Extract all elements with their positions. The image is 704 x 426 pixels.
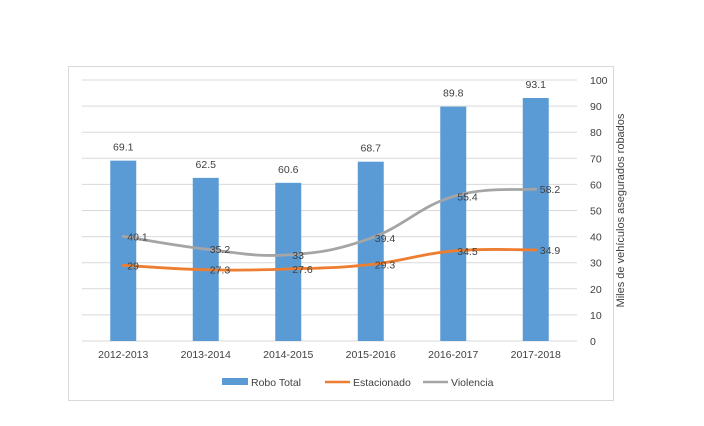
line-data-label: 35.2 <box>210 244 231 256</box>
line-data-label: 55.4 <box>457 191 478 203</box>
line-data-label: 29.3 <box>375 260 396 272</box>
bar-data-label: 89.8 <box>443 88 464 100</box>
line-data-label: 39.4 <box>375 233 396 245</box>
y-axis-label: Miles de vehículos asegurados robados <box>615 113 627 307</box>
legend-label: Violencia <box>451 377 494 389</box>
legend-label: Robo Total <box>251 377 301 389</box>
y-tick-label: 0 <box>590 336 596 348</box>
bar-data-label: 93.1 <box>526 79 547 91</box>
x-tick-label: 2014-2015 <box>263 349 313 361</box>
line-series <box>121 187 538 272</box>
x-tick-label: 2016-2017 <box>428 349 478 361</box>
legend-swatch <box>222 378 248 385</box>
legend[interactable]: Robo Total Estacionado Violencia <box>222 377 494 389</box>
line-estacionado[interactable] <box>121 247 538 272</box>
line-data-label: 27.6 <box>292 264 313 276</box>
y-tick-label: 60 <box>590 179 602 191</box>
bar[interactable] <box>357 161 384 341</box>
line-data-label: 40.1 <box>127 231 148 243</box>
line-data-label: 58.2 <box>540 184 561 196</box>
bar[interactable] <box>192 177 219 341</box>
bar-data-label: 69.1 <box>113 142 134 154</box>
line-data-label: 34.5 <box>457 246 478 258</box>
y-tick-label: 90 <box>590 101 602 113</box>
y-tick-label: 30 <box>590 258 602 270</box>
x-tick-label: 2012-2013 <box>98 349 148 361</box>
bar-data-label: 62.5 <box>196 159 217 171</box>
y-tick-label: 100 <box>590 75 608 87</box>
line-data-label: 29 <box>127 260 139 272</box>
bar[interactable] <box>522 98 549 341</box>
y-tick-label: 80 <box>590 127 602 139</box>
line-violencia[interactable] <box>121 187 538 257</box>
y-tick-label: 50 <box>590 206 602 218</box>
bar[interactable] <box>110 160 137 341</box>
y-tick-label: 70 <box>590 153 602 165</box>
legend-label: Estacionado <box>353 377 411 389</box>
bar-data-label: 68.7 <box>361 143 382 155</box>
x-tick-label: 2015-2016 <box>346 349 396 361</box>
y-tick-label: 40 <box>590 232 602 244</box>
y-axis-ticks: 0 10 20 30 40 50 60 70 80 90 100 <box>590 75 608 348</box>
y-tick-label: 10 <box>590 310 602 322</box>
x-axis-ticks: 2012-2013 2013-2014 2014-2015 2015-2016 2016… <box>98 349 561 361</box>
x-tick-label: 2017-2018 <box>511 349 561 361</box>
bar-data-label: 60.6 <box>278 164 299 176</box>
data-labels: 69.1 62.5 60.6 68.7 89.8 93.1 29 27.3 27.6 29.3 34… <box>113 79 560 277</box>
x-tick-label: 2013-2014 <box>181 349 231 361</box>
gridlines <box>82 79 577 342</box>
bar[interactable] <box>275 182 302 341</box>
bar[interactable] <box>440 106 467 341</box>
line-data-label: 33 <box>292 250 304 262</box>
line-data-label: 34.9 <box>540 245 561 257</box>
line-data-label: 27.3 <box>210 265 231 277</box>
bar-series <box>110 98 549 341</box>
y-tick-label: 20 <box>590 284 602 296</box>
